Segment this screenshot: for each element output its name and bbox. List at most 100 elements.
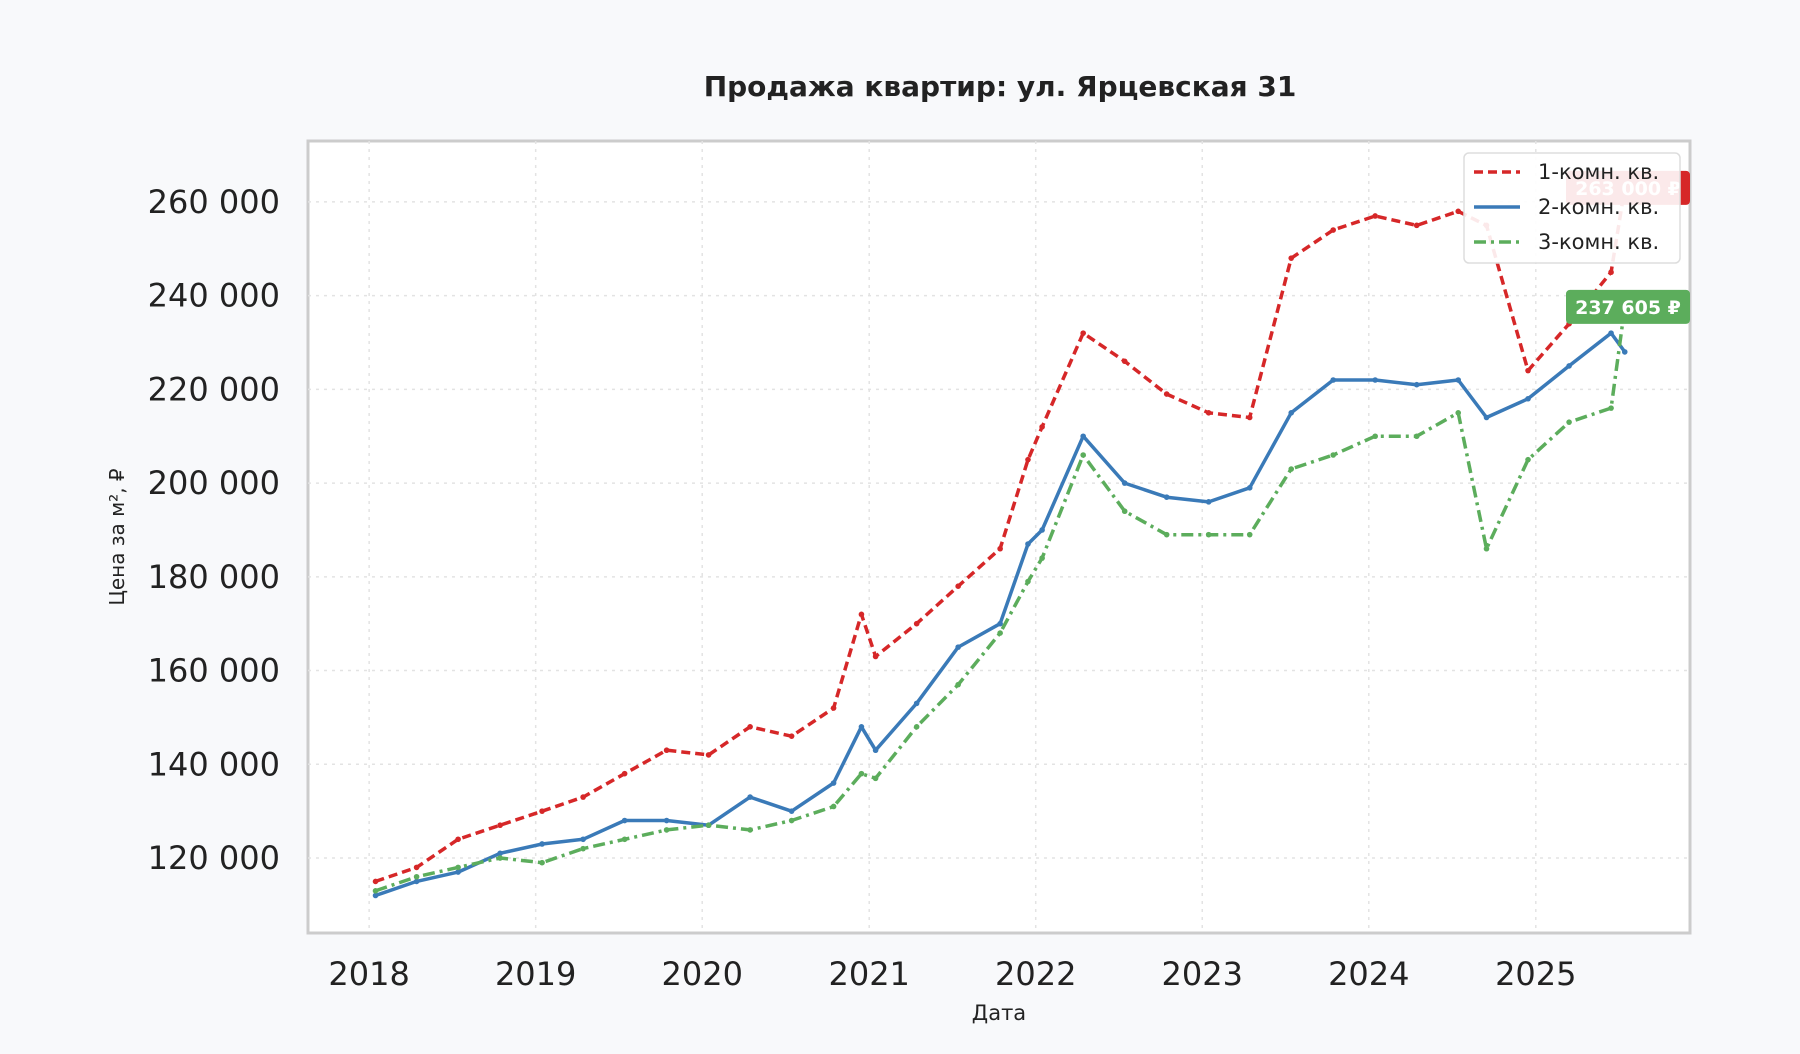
data-point: [1525, 367, 1531, 374]
data-point: [1330, 452, 1337, 458]
data-point: [497, 855, 503, 861]
data-point: [830, 780, 837, 786]
data-point: [913, 700, 920, 707]
data-point: [858, 723, 865, 730]
x-tick-label: 2022: [995, 955, 1076, 993]
data-point: [997, 620, 1003, 627]
end-label-badge: [1566, 289, 1690, 324]
y-tick-label: 240 000: [148, 277, 280, 315]
y-tick-label: 180 000: [148, 558, 280, 596]
y-axis-ticks: 120 000 140 000 160 000 180 000 200 000 220 0…: [148, 183, 280, 877]
data-point: [455, 864, 461, 871]
data-point: [1080, 330, 1086, 336]
data-point: [1455, 208, 1462, 215]
data-point: [1330, 377, 1337, 383]
data-point: [830, 803, 837, 810]
data-point: [1372, 433, 1378, 440]
y-axis-label: Цена за м², ₽: [105, 468, 129, 606]
data-point: [1246, 484, 1253, 491]
data-point: [621, 836, 628, 843]
data-point: [580, 794, 586, 800]
data-point: [1025, 541, 1031, 547]
data-point: [1121, 480, 1128, 486]
x-tick-label: 2020: [661, 955, 742, 993]
data-point: [858, 611, 865, 618]
y-tick-label: 260 000: [148, 183, 280, 221]
data-point: [1121, 358, 1128, 365]
data-point: [1413, 381, 1420, 388]
series-line-1: [374, 187, 1627, 884]
data-point: [913, 723, 920, 730]
data-point: [539, 808, 545, 814]
x-tick-label: 2021: [828, 955, 909, 993]
data-point: [663, 747, 670, 754]
y-tick-label: 160 000: [148, 652, 280, 690]
data-point: [1080, 433, 1086, 440]
data-point: [997, 630, 1003, 636]
legend-label: 3-комн. кв.: [1538, 230, 1659, 254]
data-point: [1483, 414, 1490, 421]
data-point: [372, 892, 379, 899]
data-point: [1246, 531, 1253, 538]
data-point: [1455, 377, 1462, 383]
data-point: [788, 808, 795, 814]
data-point: [455, 869, 461, 875]
chart-title: Продажа квартир: ул. Ярцевская 31: [704, 70, 1297, 103]
data-point: [1163, 391, 1170, 397]
data-point: [539, 841, 545, 847]
data-point: [1288, 466, 1295, 472]
data-point: [1121, 508, 1128, 515]
data-point: [1039, 527, 1045, 533]
data-point: [1608, 269, 1614, 276]
data-point: [1455, 410, 1462, 416]
data-point: [788, 733, 795, 739]
data-point: [497, 822, 503, 829]
data-point: [1372, 213, 1378, 219]
y-tick-label: 220 000: [148, 370, 280, 408]
data-point: [1525, 456, 1531, 463]
data-point: [872, 653, 879, 660]
data-point: [830, 705, 837, 711]
data-point: [1566, 419, 1572, 425]
data-point: [788, 817, 795, 824]
x-tick-label: 2025: [1495, 955, 1576, 993]
data-point: [1163, 531, 1170, 538]
data-point: [1205, 499, 1212, 505]
data-point: [1205, 410, 1212, 416]
data-point: [1163, 494, 1170, 500]
data-point: [1080, 452, 1086, 458]
data-point: [913, 620, 920, 627]
data-point: [455, 836, 461, 843]
data-point: [872, 775, 879, 782]
y-tick-label: 200 000: [148, 464, 280, 502]
data-point: [372, 878, 379, 885]
data-point: [955, 583, 961, 590]
data-point: [1330, 227, 1337, 233]
legend[interactable]: 1-комн. кв. 2-комн. кв. 3-комн. кв.: [1463, 152, 1681, 264]
data-point: [1608, 330, 1614, 336]
data-point: [621, 817, 628, 824]
data-point: [747, 794, 753, 800]
data-point: [497, 850, 503, 857]
data-point: [747, 827, 753, 833]
data-point: [580, 836, 586, 843]
plot-area: [306, 139, 1692, 935]
data-point: [539, 859, 545, 866]
y-tick-label: 140 000: [148, 745, 280, 783]
data-point: [858, 770, 865, 777]
data-point: [1483, 545, 1490, 552]
data-point: [747, 723, 753, 730]
data-point: [1372, 377, 1378, 383]
x-tick-label: 2024: [1328, 955, 1409, 993]
data-point: [872, 747, 879, 754]
x-tick-label: 2018: [328, 955, 409, 993]
data-point: [1025, 578, 1031, 585]
x-axis-ticks: 2018 2019 2020 2021 2022 2023 2024 2025: [328, 955, 1576, 993]
data-point: [1205, 531, 1212, 538]
data-point: [413, 864, 420, 871]
end-label-text: 237 605 ₽: [1575, 297, 1681, 319]
data-point: [1246, 414, 1253, 421]
data-point: [1039, 555, 1045, 561]
